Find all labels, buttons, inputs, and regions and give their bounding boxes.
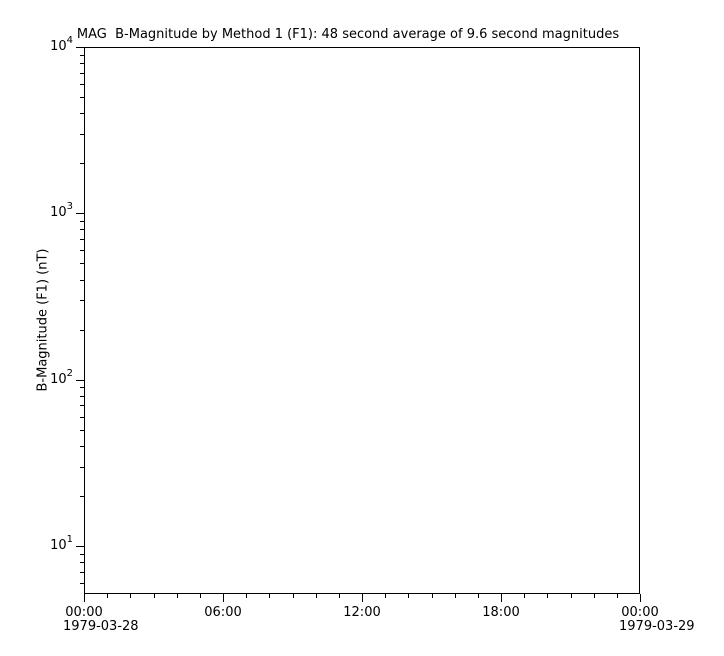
x-axis-date-start: 1979-03-28 xyxy=(63,619,139,634)
y-tick-exponent: 3 xyxy=(66,201,73,213)
x-tick-label: 00:00 xyxy=(65,605,103,620)
y-tick-exponent: 4 xyxy=(66,35,73,47)
y-tick-base: 10 xyxy=(50,38,67,54)
y-tick-label: 102 xyxy=(50,369,73,388)
x-axis-date-end: 1979-03-29 xyxy=(619,619,695,634)
y-tick-exponent: 1 xyxy=(66,534,73,546)
y-axis-label: B-Magnitude (F1) (nT) xyxy=(35,248,51,392)
y-tick-base: 10 xyxy=(50,204,67,220)
plot-area xyxy=(84,47,640,594)
chart-title: MAG B-Magnitude by Method 1 (F1): 48 sec… xyxy=(76,27,620,42)
y-tick-base: 10 xyxy=(50,537,67,553)
x-tick-label: 18:00 xyxy=(482,605,520,620)
y-tick-label: 103 xyxy=(50,202,73,221)
x-tick-label: 00:00 xyxy=(621,605,659,620)
x-tick-label: 12:00 xyxy=(343,605,381,620)
y-tick-base: 10 xyxy=(50,371,67,387)
y-tick-label: 101 xyxy=(50,535,73,554)
x-tick-label: 06:00 xyxy=(204,605,242,620)
y-tick-label: 104 xyxy=(50,36,73,55)
y-tick-exponent: 2 xyxy=(66,368,73,380)
